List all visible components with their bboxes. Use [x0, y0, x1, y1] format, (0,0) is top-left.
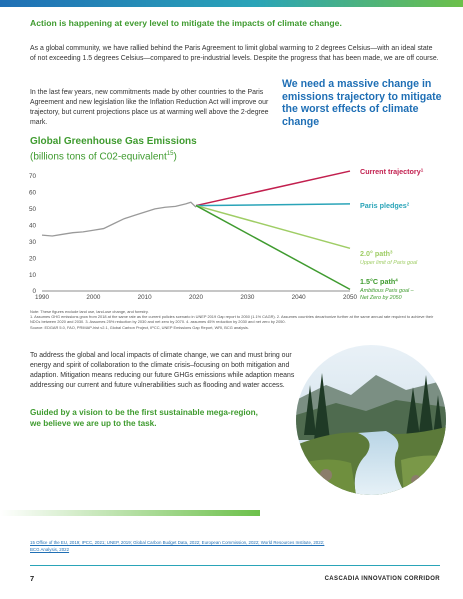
top-gradient-bar	[0, 0, 463, 7]
series-line-2	[195, 204, 351, 250]
x-tick-label: 2010	[138, 294, 153, 301]
x-tick-label: 2050	[343, 294, 358, 301]
x-tick-label: 2020	[189, 294, 204, 301]
chart-title-close: )	[173, 151, 177, 163]
y-tick-label: 70	[29, 173, 37, 180]
x-tick-label: 2030	[240, 294, 255, 301]
source-footnote[interactable]: 15 Office of the EU, 2019; IPCC, 2021; U…	[30, 540, 325, 552]
chart-title-main: Global Greenhouse Gas Emissions	[30, 136, 197, 147]
chart-title: Global Greenhouse Gas Emissions (billion…	[30, 136, 280, 163]
intro-paragraph: As a global community, we have rallied b…	[30, 45, 439, 62]
mitigation-paragraph: To address the global and local impacts …	[30, 352, 295, 389]
series-sublabel-3: Net Zero by 2050	[360, 295, 402, 301]
historical-emissions-line	[41, 201, 197, 237]
series-sublabel-2: Upper limit of Paris goal	[360, 260, 418, 266]
footer-divider	[30, 565, 440, 567]
y-tick-label: 50	[29, 206, 37, 213]
chart-notes: Note: These figures exclude land use, la…	[30, 309, 434, 330]
y-tick-label: 30	[29, 239, 37, 246]
series-sublabel-3: Ambitious Paris goal –	[359, 288, 415, 294]
series-line-0	[195, 170, 351, 207]
y-tick-label: 10	[29, 272, 37, 279]
section-heading: Action is happening at every level to mi…	[30, 18, 342, 28]
x-tick-label: 2000	[86, 294, 101, 301]
y-tick-label: 60	[29, 190, 37, 197]
y-tick-label: 0	[32, 288, 36, 295]
y-tick-label: 40	[29, 222, 37, 229]
river-landscape-photo	[296, 345, 446, 495]
chart-title-units-text: (billions tons of C02-equivalent	[30, 151, 167, 163]
page-number: 7	[30, 574, 35, 583]
commitments-paragraph: In the last few years, new commitments m…	[30, 89, 269, 126]
series-label-2: 2.0° path3	[360, 249, 393, 258]
vision-tagline: Guided by a vision to be the first susta…	[30, 408, 258, 428]
series-label-1: Paris pledges2	[360, 201, 410, 210]
series-label-0: Current trajectory1	[360, 167, 424, 176]
chart-title-footnote-ref: 15	[166, 151, 174, 157]
series-line-3	[195, 204, 351, 291]
y-tick-label: 20	[29, 255, 37, 262]
decorative-green-bar	[0, 510, 260, 516]
pull-quote: We need a massive change in emissions tr…	[282, 78, 442, 128]
chart-title-units: (billions tons of C02-equivalent15)	[30, 148, 280, 163]
x-tick-label: 2040	[292, 294, 307, 301]
footer-brand: CASCADIA INNOVATION CORRIDOR	[324, 576, 440, 582]
series-line-1	[195, 203, 351, 207]
series-label-3: 1.5°C path4	[360, 277, 398, 286]
x-tick-label: 1990	[35, 294, 50, 301]
